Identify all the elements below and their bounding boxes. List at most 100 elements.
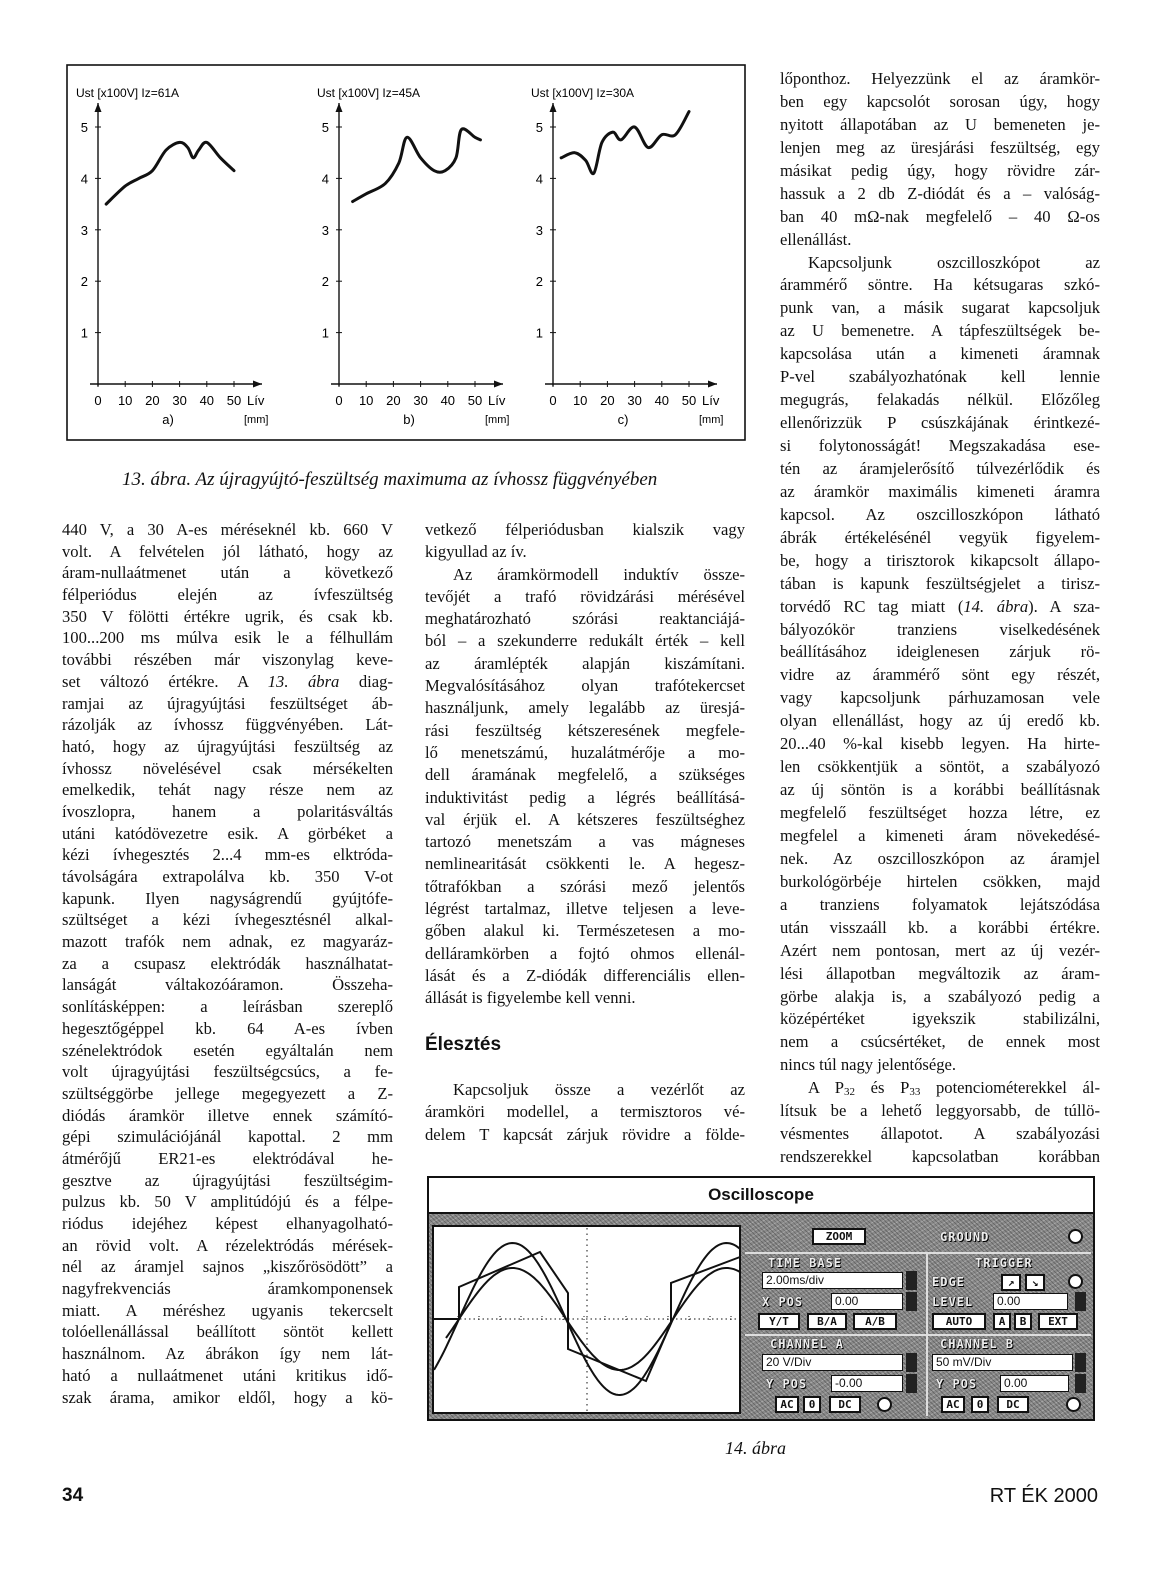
text-line: lanságát váltakozóáramon. Összeha- [62,975,393,995]
x-tick-label: 0 [94,393,101,408]
text-line: mazott trafók nem adnak, ez magyaráz- [62,932,393,952]
xpos-spinner[interactable] [906,1292,917,1311]
xpos-label: X POS [762,1295,804,1309]
text-line: nemlinearitását csökkenti le. A hegesz- [425,854,745,874]
oscilloscope-screen [432,1225,741,1414]
y-tick-label: 3 [81,223,88,238]
x-axis-label: Lív [247,393,265,408]
text-line: megfelelő feszültséget hozza létre, ez [780,803,1100,822]
text-line: lenjen meg az üresjárási feszültség, egy [780,137,1100,157]
channel-a-ypos-spinner[interactable] [906,1374,917,1393]
figure-13-frame [66,64,746,441]
text-line: távolságára extrapolálva kb. 350 V-ot [62,867,393,886]
xpos-field[interactable]: 0.00 [831,1293,903,1310]
text-line: után visszaáll kb. a korábbi értékre. [780,917,1100,937]
text-line: utáni katódövezetre esik. A görbéket a [62,823,393,843]
text-line: lőponthoz. Helyezzünk el az áramkör- [780,69,1100,88]
text-line: nél az áramjel sajnos „kiszőrösödött” a [62,1257,393,1277]
channel-a-radio[interactable] [877,1397,892,1412]
mode-yt-button[interactable]: Y/T [758,1313,800,1330]
channel-a-dc-button[interactable]: DC [829,1396,861,1413]
y-tick-label: 5 [81,120,88,135]
level-spinner[interactable] [1075,1292,1086,1311]
trigger-a-button[interactable]: A [993,1313,1011,1330]
text-line: ható a nullaátmenet utáni kritikus idő- [62,1365,393,1385]
text-line: átmérőjű ER21-es elektródával he- [62,1148,393,1168]
channel-b-spinner[interactable] [1075,1353,1086,1372]
chart-title: Ust [x100V] Iz=45A [317,86,420,100]
channel-b-ac-button[interactable]: AC [941,1396,965,1413]
mode-ba-button[interactable]: B/A [807,1313,847,1330]
channel-a-ypos-field[interactable]: -0.00 [831,1375,903,1392]
text-line: az áramlépték alapján kiszámítani. [425,653,745,673]
text-line: volt újragyújtási feszültségcsúcs, a fe- [62,1062,393,1082]
text-line: lő menetszámú, huzalátmérője a mo- [425,742,745,762]
text-line: a tranziens folyamatok lejátszódása [780,894,1100,914]
edge-falling-button[interactable]: ↘ [1025,1274,1045,1291]
text-line: ellenállást. [780,229,852,249]
edge-radio[interactable] [1068,1274,1083,1289]
panel-label: b) [403,412,415,427]
text-span: torvédő RC tag miatt ( [780,596,964,616]
data-curve [351,127,482,204]
channel-b-ground-button[interactable]: 0 [971,1396,989,1413]
channel-b-dc-button[interactable]: DC [997,1396,1029,1413]
text-line: kapcsolása után a kimeneti áramnak [780,344,1100,364]
channel-a-ground-button[interactable]: 0 [803,1396,821,1413]
trigger-auto-button[interactable]: AUTO [932,1313,986,1330]
text-line: nincs túl nagy jelentősége. [780,1055,957,1075]
text-line: tartozó menetszám a vas mágneses [425,832,745,852]
channel-a-ac-button[interactable]: AC [775,1396,799,1413]
data-curve [559,110,691,176]
x-tick-label: 20 [145,393,159,408]
text-line: másikat pedig úgy, hogy rövidre zár- [780,160,1100,180]
channel-b-ypos-field[interactable]: 0.00 [1000,1375,1069,1392]
text-line: ban 40 mΩ-nak megfelelő – 40 Ω-os [780,206,1100,226]
y-tick-label: 4 [536,171,543,186]
text-span: potenciométerekkel ál- [920,1078,1100,1098]
text-line: további részében már viszonylag keve- [62,650,393,670]
text-line: vetkező félperiódusban kialszik vagy [425,520,745,539]
mode-ab-button[interactable]: A/B [853,1313,897,1330]
timebase-label: TIME BASE [768,1256,843,1270]
text-line: riódus idejéhez képest elhanyagolható- [62,1214,393,1233]
y-axis-arrow-icon [549,103,557,112]
text-line: ramjai az újragyújtási feszültséget áb- [62,693,393,713]
channel-a-scale-field[interactable]: 20 V/Div [762,1354,903,1371]
level-field[interactable]: 0.00 [993,1293,1068,1310]
edge-label: EDGE [932,1275,965,1289]
y-tick-label: 2 [322,274,329,289]
x-tick-label: 30 [413,393,427,408]
text-line: delem T kapcsát zárjuk rövidre a földe- [425,1124,745,1144]
timebase-spinner[interactable] [906,1271,917,1290]
timebase-field[interactable]: 2.00ms/div [762,1272,903,1289]
edge-rising-button[interactable]: ↗ [1001,1274,1021,1291]
trigger-b-button[interactable]: B [1014,1313,1032,1330]
text-line: lítsuk be a lehető leggyorsabb, de túllö… [780,1101,1100,1121]
zoom-button[interactable]: ZOOM [812,1228,866,1245]
x-axis-unit: [mm] [485,414,509,426]
text-line: ívhossz növelésével csak mérsékelten [62,758,393,778]
channel-b-scale-field[interactable]: 50 mV/Div [932,1354,1073,1371]
y-tick-label: 4 [322,171,329,186]
ground-radio[interactable] [1068,1229,1083,1244]
text-line: nyitott állapotában az U bemeneten je- [780,114,1100,134]
channel-b-radio[interactable] [1066,1397,1081,1412]
text-line: szénelektródok esetén egyáltalán nem [62,1040,393,1060]
text-line: az új söntön is a korábbi beállításnak [780,780,1100,800]
channel-b-ypos-spinner[interactable] [1075,1374,1086,1393]
channel-a-spinner[interactable] [906,1353,917,1372]
x-axis-label: Lív [488,393,506,408]
trigger-ext-button[interactable]: EXT [1038,1313,1078,1330]
text-line: 350 V fölötti értékre ugrik, és csak kb. [62,606,393,626]
text-line: delláramkörben a fojtó ohmos ellenál- [425,943,745,963]
y-tick-label: 1 [322,326,329,341]
x-tick-label: 50 [227,393,241,408]
channel-a-label: CHANNEL A [770,1337,845,1351]
text-line: ben egy kapcsolót sorosan úgy, hogy [780,91,1100,111]
text-line: Kapcsoljunk oszcilloszkópot az [808,252,1100,272]
text-line: kapunk. Ilyen nagyságrendű gyújtófe- [62,888,393,908]
x-axis-unit: [mm] [699,414,723,426]
text-line: diódás áramkör illetve ennek számító- [62,1105,393,1125]
